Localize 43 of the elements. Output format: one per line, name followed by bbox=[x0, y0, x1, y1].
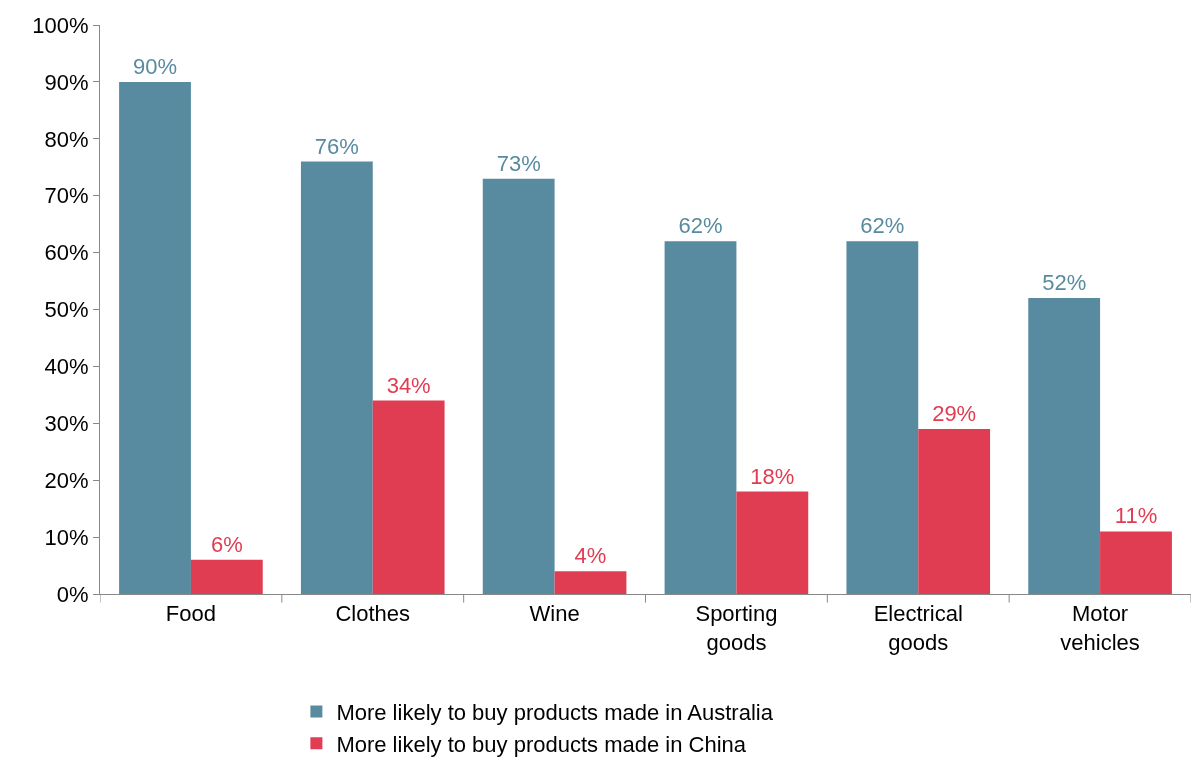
bar bbox=[554, 571, 627, 594]
bar bbox=[1100, 531, 1172, 594]
bar bbox=[664, 241, 737, 594]
data-label: 62% bbox=[678, 213, 723, 239]
bar bbox=[736, 491, 809, 594]
data-label: 73% bbox=[496, 150, 541, 176]
data-label: 90% bbox=[132, 53, 178, 79]
data-label: 52% bbox=[1042, 270, 1087, 296]
x-tick-label: Electrical goods bbox=[873, 601, 963, 655]
bar bbox=[1028, 298, 1101, 594]
y-tick-label: 80% bbox=[44, 126, 89, 152]
data-label: 62% bbox=[860, 213, 905, 239]
bar bbox=[119, 81, 191, 594]
legend-label: More likely to buy products made in China bbox=[336, 731, 747, 757]
data-label: 18% bbox=[750, 463, 795, 489]
bar bbox=[372, 400, 445, 594]
y-tick-label: 20% bbox=[44, 467, 89, 493]
x-tick-label: Sporting goods bbox=[695, 601, 778, 655]
legend-label: More likely to buy products made in Australia bbox=[336, 700, 774, 726]
bar bbox=[482, 178, 555, 594]
x-tick-label: Motor vehicles bbox=[1060, 601, 1140, 655]
bar bbox=[300, 161, 373, 594]
y-tick-label: 60% bbox=[44, 240, 89, 266]
data-label: 29% bbox=[932, 400, 977, 426]
data-label: 76% bbox=[314, 133, 359, 159]
bar bbox=[846, 241, 919, 594]
data-label: 11% bbox=[1114, 503, 1158, 529]
y-tick-label: 30% bbox=[44, 411, 89, 436]
data-label: 6% bbox=[210, 531, 243, 557]
y-tick-label: 90% bbox=[44, 69, 89, 95]
x-tick-label: Food bbox=[165, 601, 216, 627]
y-tick-label: 70% bbox=[44, 183, 89, 209]
y-tick-label: 100% bbox=[32, 12, 89, 38]
y-tick-label: 0% bbox=[56, 581, 89, 607]
bar bbox=[918, 428, 991, 594]
data-label: 4% bbox=[574, 543, 607, 569]
x-tick-label: Wine bbox=[529, 601, 580, 627]
y-tick-label: 40% bbox=[44, 354, 89, 380]
y-tick-label: 50% bbox=[44, 297, 89, 323]
bar bbox=[190, 559, 263, 594]
y-tick-label: 10% bbox=[44, 524, 89, 550]
x-tick-label: Clothes bbox=[335, 601, 411, 627]
data-label: 34% bbox=[386, 372, 431, 398]
